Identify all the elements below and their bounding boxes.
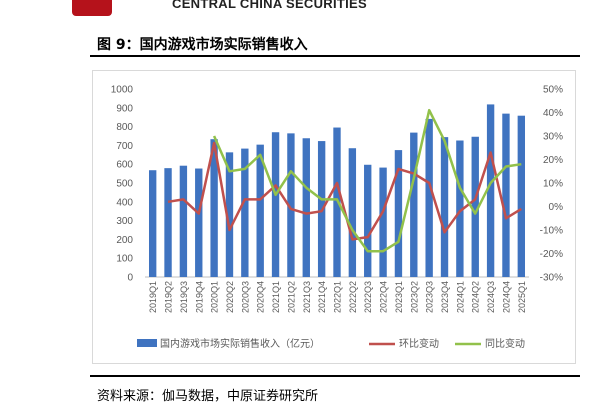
bar (394, 150, 403, 277)
y2-tick-label: 10% (543, 179, 563, 190)
bar (502, 113, 510, 278)
x-tick-label: 2024Q2 (471, 281, 481, 313)
bar (164, 168, 172, 277)
x-tick-label: 2024Q1 (455, 281, 465, 313)
x-tick-label: 2022Q2 (348, 281, 358, 313)
x-tick-label: 2021Q2 (286, 281, 296, 313)
x-tick-label: 2023Q4 (440, 281, 450, 313)
y-tick-label: 600 (116, 160, 133, 171)
y-tick-label: 200 (116, 235, 133, 246)
company-logo-text: CENTRAL CHINA SECURITIES (172, 0, 367, 11)
bar (333, 127, 341, 277)
y2-tick-label: 50% (543, 85, 563, 96)
bar (287, 133, 295, 277)
x-tick-label: 2019Q4 (194, 281, 204, 313)
x-tick-label: 2020Q1 (210, 281, 220, 313)
y-tick-label: 100 (116, 254, 133, 265)
x-tick-label: 2021Q3 (302, 281, 312, 313)
x-tick-label: 2019Q2 (164, 281, 174, 313)
bar (195, 168, 203, 277)
x-tick-label: 2022Q4 (379, 281, 389, 313)
x-tick-label: 2022Q3 (363, 281, 373, 313)
bar (148, 170, 157, 277)
figure-title: 图 9：国内游戏市场实际销售收入 (97, 37, 308, 53)
y-tick-label: 300 (116, 216, 133, 227)
bar (486, 104, 495, 277)
bar (410, 132, 418, 277)
bar (302, 138, 310, 277)
x-tick-label: 2021Q4 (317, 281, 327, 313)
qoq-line (167, 141, 522, 241)
legend-qoq-label: 环比变动 (399, 337, 439, 350)
bar (179, 165, 188, 277)
source-divider (90, 375, 580, 377)
y-tick-label: 800 (116, 122, 133, 133)
bar (440, 137, 449, 277)
bar (364, 164, 372, 277)
x-tick-label: 2020Q4 (256, 281, 266, 313)
y-tick-label: 900 (116, 103, 133, 114)
y2-tick-label: 0% (549, 202, 564, 213)
x-tick-label: 2020Q2 (225, 281, 235, 313)
y2-tick-label: 30% (543, 132, 563, 143)
y-tick-label: 1000 (111, 85, 134, 96)
x-tick-label: 2019Q1 (148, 281, 158, 313)
legend-bar-swatch (137, 339, 157, 347)
x-tick-label: 2025Q1 (517, 281, 527, 313)
legend-bar-label: 国内游戏市场实际销售收入（亿元） (160, 337, 320, 350)
y2-tick-label: 20% (543, 155, 563, 166)
chart-container: 0 100 200 300 400 500 600 700 800 900 1000 -30% -20%… (92, 70, 576, 364)
y2-tick-label: -10% (540, 226, 563, 237)
bar (241, 148, 249, 277)
x-tick-label: 2023Q1 (394, 281, 404, 313)
x-tick-labels: 2019Q1 2019Q2 2019Q3 2019Q4 2020Q1 2020Q2 2020… (148, 281, 527, 313)
x-tick-label: 2022Q1 (333, 281, 343, 313)
y-tick-label: 400 (116, 197, 133, 208)
company-logo-icon (72, 0, 112, 16)
yoy-line (212, 108, 522, 253)
x-tick-label: 2021Q1 (271, 281, 281, 313)
bar (225, 152, 234, 277)
bar-series (148, 104, 526, 278)
bar (348, 148, 357, 277)
title-divider (90, 55, 580, 57)
x-tick-label: 2020Q3 (240, 281, 250, 313)
bar (471, 136, 479, 277)
y2-tick-label: 40% (543, 108, 563, 119)
bar (271, 132, 280, 277)
combo-chart: 0 100 200 300 400 500 600 700 800 900 1000 -30% -20%… (111, 85, 563, 351)
x-tick-label: 2024Q4 (501, 281, 511, 313)
x-tick-label: 2019Q3 (179, 281, 189, 313)
header-logo-area: CENTRAL CHINA SECURITIES (0, 0, 599, 22)
bar (379, 167, 387, 277)
line-series (167, 108, 522, 253)
y-tick-label: 700 (116, 141, 133, 152)
bar (456, 140, 464, 277)
legend-yoy-label: 同比变动 (485, 337, 525, 350)
y2-tick-label: -30% (540, 273, 563, 284)
y2-tick-label: -20% (540, 249, 563, 260)
bar (210, 139, 218, 277)
source-note: 资料来源：伽马数据，中原证券研究所 (97, 389, 319, 404)
bar (256, 144, 264, 277)
x-tick-label: 2023Q2 (409, 281, 419, 313)
x-tick-label: 2023Q3 (425, 281, 435, 313)
y-tick-label: 0 (127, 273, 133, 284)
legend: 国内游戏市场实际销售收入（亿元） 环比变动 同比变动 (137, 337, 525, 350)
y-tick-label: 500 (116, 179, 133, 190)
axes: 0 100 200 300 400 500 600 700 800 900 1000 -30% -20%… (111, 85, 563, 284)
bar (425, 118, 433, 277)
bar (517, 115, 526, 277)
x-tick-label: 2024Q3 (486, 281, 496, 313)
